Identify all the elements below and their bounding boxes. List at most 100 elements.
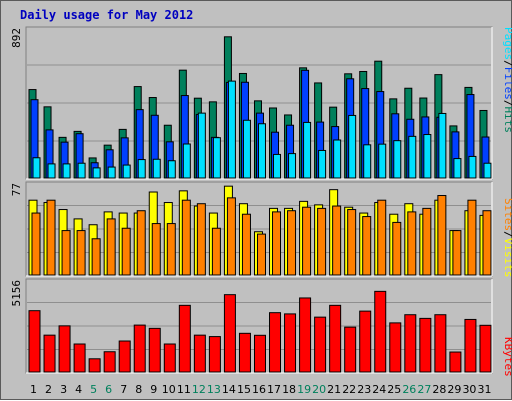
bar-pages-day-23 — [363, 144, 372, 179]
bar-kbytes-day-12 — [193, 334, 206, 373]
bar-sites-day-15 — [241, 213, 251, 276]
x-tick-label: 2 — [45, 383, 52, 396]
bar-sites-day-20 — [317, 207, 327, 276]
bar-sites-day-8 — [136, 210, 146, 276]
bar-kbytes-day-19 — [299, 297, 312, 373]
x-tick-label: 12 — [192, 383, 206, 396]
x-tick-label: 17 — [267, 383, 281, 396]
bar-sites-day-13 — [211, 227, 221, 276]
bar-kbytes-day-24 — [374, 290, 387, 373]
plot-area-visits-sites — [25, 181, 493, 277]
bar-pages-day-25 — [393, 140, 402, 179]
bar-pages-day-1 — [32, 157, 41, 179]
bar-sites-day-1 — [31, 212, 41, 276]
bar-sites-day-16 — [256, 233, 266, 276]
legend-kbytes: KBytes — [502, 337, 512, 377]
bar-sites-day-7 — [121, 227, 131, 276]
bar-pages-day-6 — [107, 166, 116, 179]
x-tick-label: 15 — [237, 383, 251, 396]
bar-pages-day-16 — [257, 123, 266, 179]
plot-area-hits-files-pages — [25, 26, 493, 180]
bar-sites-day-23 — [362, 216, 372, 276]
bar-kbytes-day-10 — [163, 343, 176, 373]
bar-pages-day-24 — [378, 143, 387, 179]
bar-kbytes-day-30 — [464, 318, 477, 373]
bar-kbytes-day-14 — [223, 294, 236, 373]
legend-hits-files-pages: Pages/Files/Hits — [502, 27, 512, 133]
bar-pages-day-27 — [423, 134, 432, 179]
x-tick-label: 27 — [417, 383, 431, 396]
bar-kbytes-day-21 — [329, 304, 342, 373]
legend-entry: Files — [502, 67, 512, 100]
bar-pages-day-19 — [303, 121, 312, 179]
legend-entry: Hits — [502, 107, 512, 134]
bar-kbytes-day-25 — [389, 322, 402, 373]
bar-pages-day-2 — [47, 163, 56, 179]
bar-pages-day-30 — [468, 155, 477, 179]
bar-kbytes-day-5 — [88, 358, 101, 373]
bar-kbytes-day-20 — [314, 316, 327, 373]
bar-kbytes-day-8 — [133, 324, 146, 373]
bar-pages-day-12 — [197, 112, 206, 179]
bar-sites-day-10 — [166, 223, 176, 276]
bar-kbytes-day-7 — [118, 340, 131, 373]
x-tick-label: 10 — [162, 383, 176, 396]
x-tick-label: 16 — [252, 383, 266, 396]
x-tick-label: 18 — [282, 383, 296, 396]
bar-pages-day-26 — [408, 135, 417, 179]
bar-pages-day-13 — [212, 137, 221, 179]
x-tick-label: 4 — [75, 383, 82, 396]
bar-pages-day-31 — [483, 162, 492, 179]
x-tick-label: 26 — [402, 383, 416, 396]
x-tick-label: 7 — [120, 383, 127, 396]
bar-kbytes-day-23 — [359, 310, 372, 373]
bar-sites-day-22 — [347, 209, 357, 276]
bar-sites-day-11 — [181, 199, 191, 276]
bar-kbytes-day-29 — [449, 351, 462, 373]
x-tick-label: 14 — [222, 383, 236, 396]
bar-pages-day-17 — [273, 153, 282, 179]
ymax-label: 5156 — [10, 280, 23, 307]
bar-sites-day-2 — [46, 199, 56, 276]
x-tick-label: 23 — [357, 383, 371, 396]
bar-kbytes-day-28 — [434, 314, 447, 373]
bar-kbytes-day-2 — [43, 334, 56, 373]
bar-sites-day-24 — [377, 199, 387, 276]
legend-entry: / — [502, 231, 512, 238]
x-tick-label: 6 — [105, 383, 112, 396]
bar-pages-day-11 — [182, 143, 191, 179]
bar-kbytes-day-4 — [73, 343, 86, 373]
x-tick-label: 22 — [342, 383, 356, 396]
bar-sites-day-31 — [482, 210, 492, 276]
bar-kbytes-day-31 — [479, 324, 492, 373]
bar-pages-day-10 — [167, 160, 176, 179]
bar-pages-day-9 — [152, 158, 161, 179]
bar-pages-day-8 — [137, 159, 146, 179]
bar-pages-day-14 — [227, 80, 236, 179]
bar-sites-day-6 — [106, 218, 116, 276]
bar-kbytes-day-22 — [344, 326, 357, 373]
x-tick-label: 3 — [60, 383, 67, 396]
bar-pages-day-3 — [62, 163, 71, 179]
bar-pages-day-15 — [242, 119, 251, 179]
bar-kbytes-day-15 — [238, 332, 251, 373]
plot-area-kbytes — [25, 278, 493, 374]
x-tick-label: 19 — [297, 383, 311, 396]
legend-entry: / — [502, 60, 512, 67]
x-tick-label: 9 — [150, 383, 157, 396]
bar-sites-day-30 — [467, 199, 477, 276]
bar-sites-day-26 — [407, 211, 417, 276]
bar-kbytes-day-9 — [148, 327, 161, 373]
x-tick-label: 28 — [432, 383, 446, 396]
bar-pages-day-20 — [318, 149, 327, 179]
x-tick-label: 29 — [447, 383, 461, 396]
bar-sites-day-29 — [452, 230, 462, 276]
bar-sites-day-9 — [151, 223, 161, 276]
bar-kbytes-day-3 — [58, 325, 71, 373]
bar-kbytes-day-1 — [28, 310, 41, 373]
x-tick-label: 13 — [207, 383, 221, 396]
x-tick-label: 5 — [90, 383, 97, 396]
bar-sites-day-21 — [332, 205, 342, 276]
bar-pages-day-28 — [438, 112, 447, 179]
